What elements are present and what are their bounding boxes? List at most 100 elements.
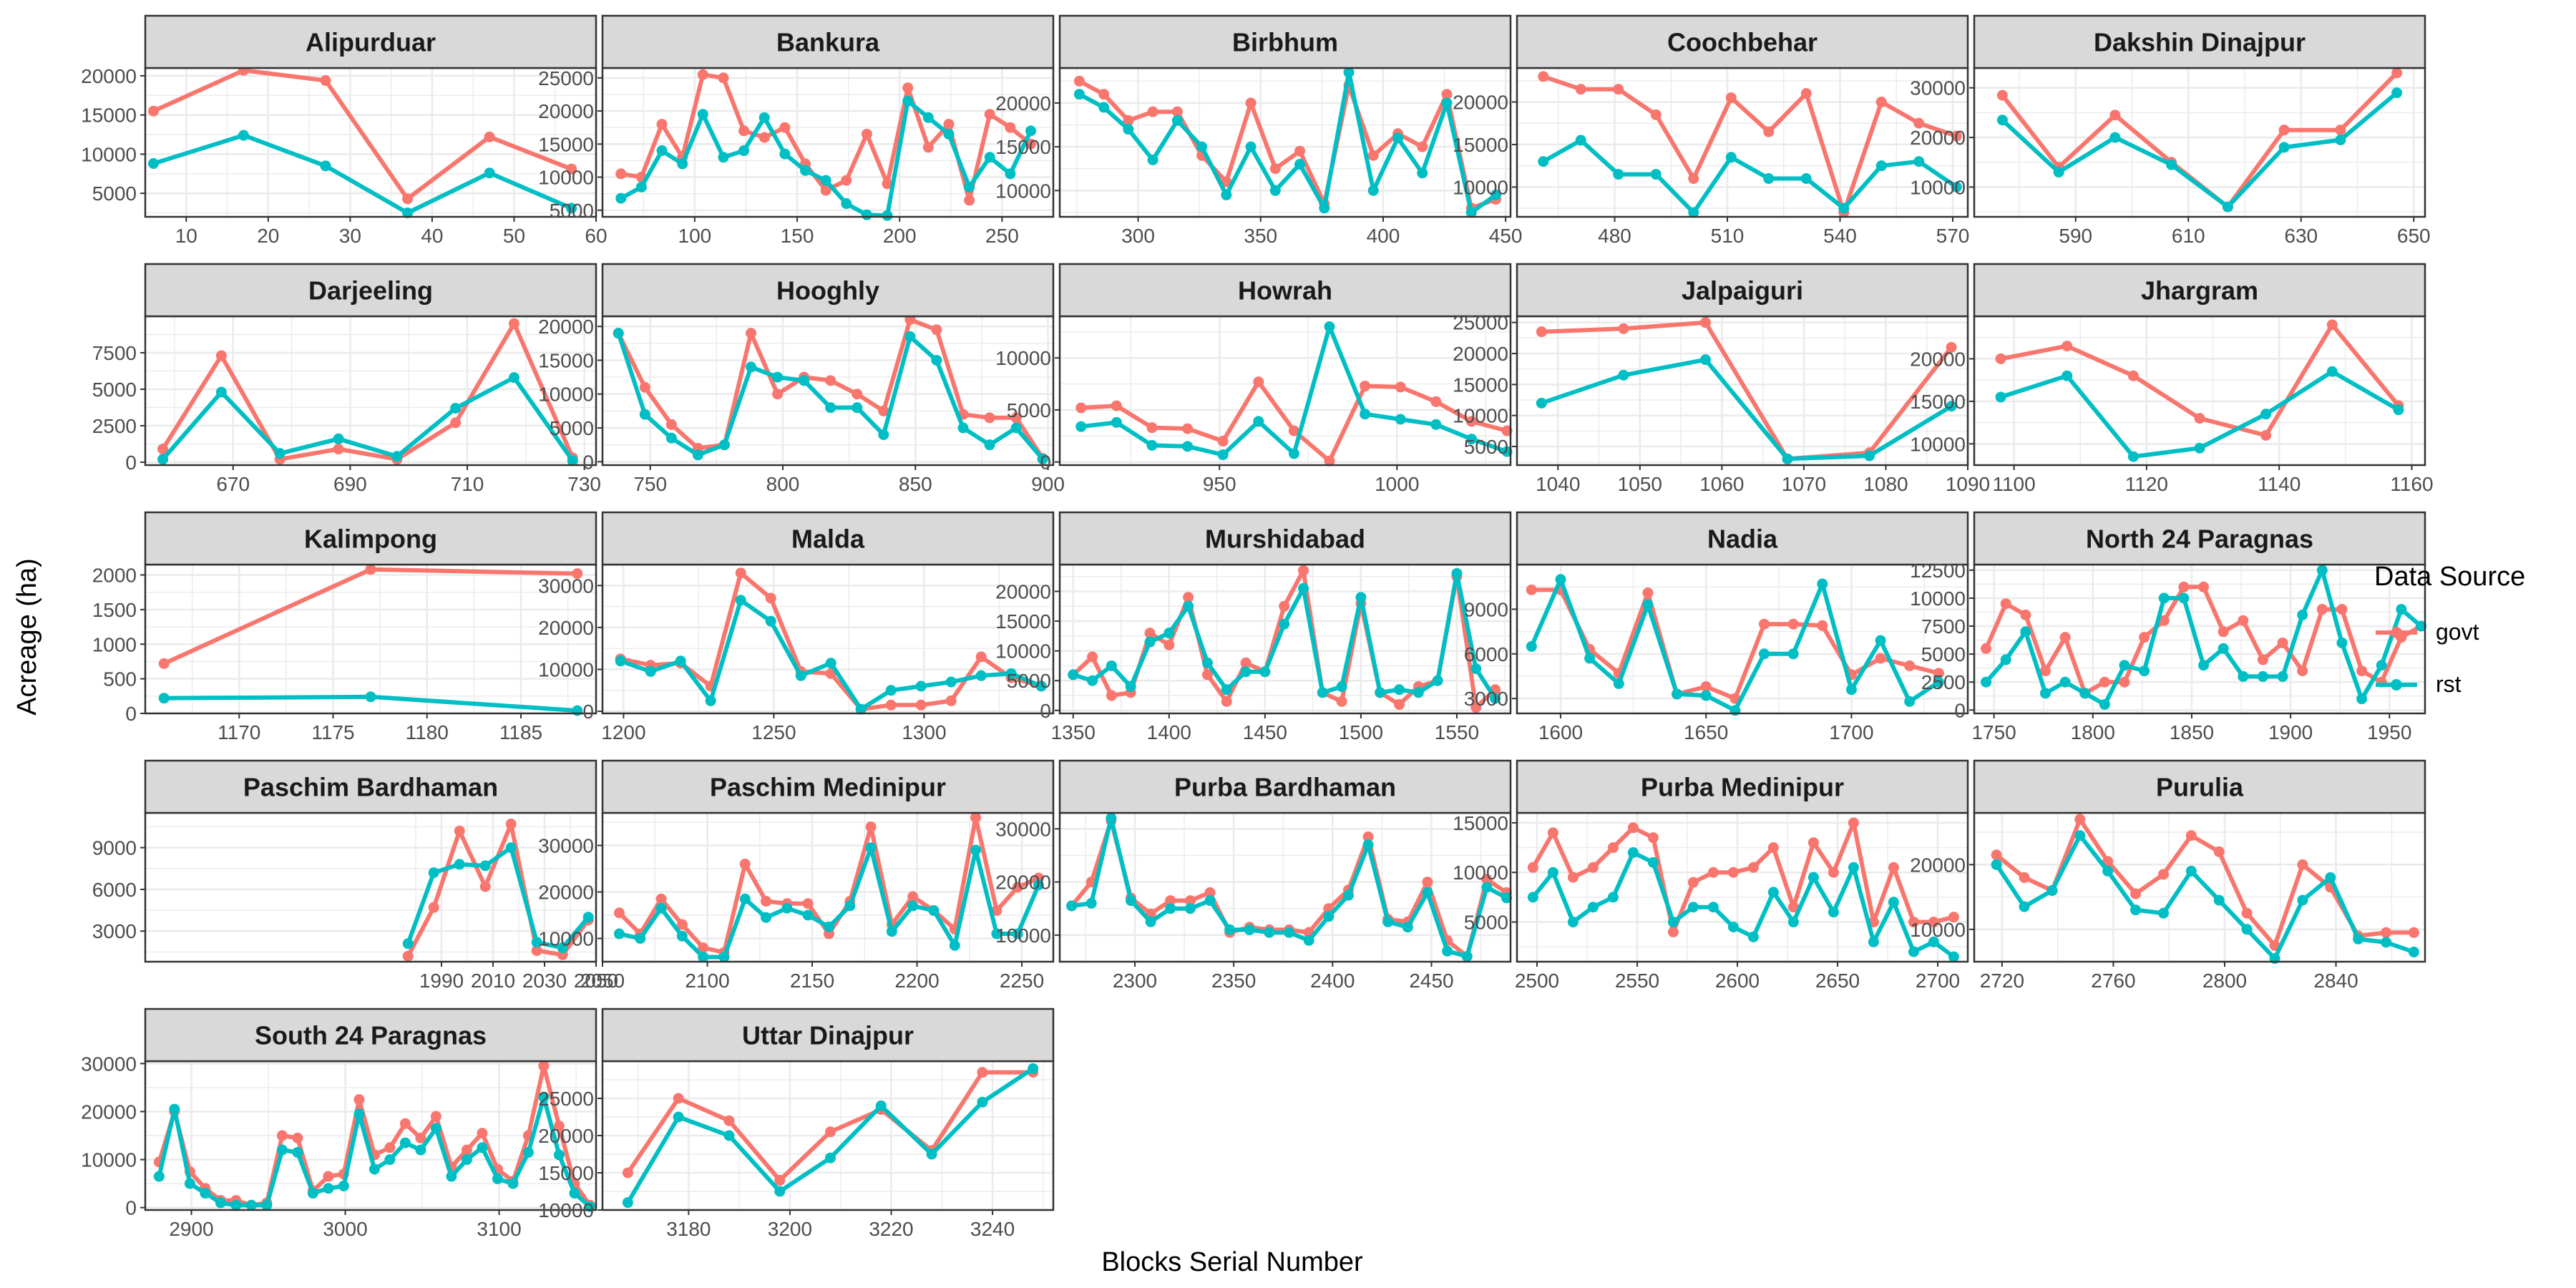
- x-tick-label: 250: [985, 225, 1019, 247]
- data-point-govt: [825, 375, 836, 386]
- data-point-rst: [1224, 924, 1236, 935]
- data-point-govt: [774, 1174, 786, 1186]
- data-point-rst: [2408, 946, 2419, 957]
- data-point-rst: [1613, 678, 1624, 689]
- data-point-rst: [2353, 933, 2364, 945]
- x-tick-label: 480: [1598, 225, 1631, 247]
- data-point-rst: [692, 449, 703, 461]
- y-tick-label: 0: [125, 703, 137, 725]
- data-point-rst: [984, 439, 995, 451]
- data-point-rst: [2325, 872, 2336, 883]
- data-point-govt: [1012, 882, 1023, 893]
- data-point-govt: [1422, 877, 1433, 888]
- data-point-rst: [1394, 684, 1405, 696]
- data-point-govt: [1394, 699, 1405, 711]
- data-point-govt: [1727, 867, 1739, 878]
- data-point-govt: [508, 318, 519, 329]
- data-point-govt: [531, 945, 542, 956]
- y-tick-label: 15000: [81, 104, 137, 127]
- data-point-govt: [461, 1144, 472, 1156]
- data-point-govt: [1481, 874, 1493, 885]
- data-point-rst: [1933, 676, 1944, 688]
- data-point-govt: [479, 881, 491, 892]
- data-point-rst: [1536, 397, 1547, 409]
- legend-key-point: [2391, 627, 2402, 638]
- facet-strip-label: Uttar Dinajpur: [742, 1021, 914, 1050]
- data-point-govt: [1367, 150, 1379, 161]
- data-point-rst: [639, 409, 650, 420]
- data-point-rst: [1908, 946, 1919, 957]
- data-point-rst: [507, 1178, 519, 1189]
- data-point-rst: [886, 926, 897, 937]
- data-point-rst: [2194, 442, 2205, 454]
- data-point-rst: [1991, 859, 2002, 870]
- data-point-rst: [1817, 578, 1828, 590]
- data-point-rst: [878, 429, 889, 440]
- data-point-govt: [1362, 831, 1374, 842]
- x-tick-label: 1350: [1051, 721, 1096, 743]
- facet-strip: [601, 1008, 1055, 1063]
- facet-strip: [601, 759, 1055, 814]
- data-point-govt: [1123, 114, 1134, 126]
- data-point-rst: [1996, 114, 2008, 126]
- x-tick-label: 1450: [1243, 721, 1287, 743]
- data-point-rst: [1106, 812, 1117, 824]
- x-tick-label: 30: [339, 225, 361, 247]
- y-tick-label: 7500: [92, 342, 137, 364]
- data-point-govt: [1324, 455, 1335, 467]
- data-point-rst: [2198, 660, 2210, 671]
- data-point-rst: [1343, 67, 1355, 78]
- data-point-rst: [1567, 917, 1579, 928]
- panel-birbhum: 300 350 400 450 10000 15000 20000 Birbhum: [995, 14, 1523, 247]
- data-point-rst: [2079, 688, 2091, 699]
- data-point-govt: [1618, 323, 1629, 334]
- data-point-rst: [943, 128, 955, 140]
- data-point-rst: [2326, 366, 2338, 377]
- data-point-rst: [1995, 391, 2006, 403]
- plot-area: [1517, 68, 1968, 217]
- data-point-rst: [615, 655, 626, 667]
- data-point-rst: [861, 209, 872, 220]
- data-point-rst: [735, 595, 746, 606]
- data-point-rst: [2336, 637, 2348, 648]
- x-tick-label: 450: [1489, 225, 1523, 247]
- panel-paschim-medinipur: 2050 2100 2150 2200 2250 10000 20000 30000 Pasch…: [538, 759, 1055, 992]
- data-point-govt: [402, 193, 414, 205]
- data-point-govt: [323, 1171, 334, 1182]
- data-point-rst: [2102, 865, 2114, 877]
- data-point-rst: [931, 354, 942, 366]
- data-point-govt: [2178, 581, 2190, 592]
- data-point-rst: [885, 685, 897, 696]
- facet-strip-label: Hooghly: [776, 276, 879, 306]
- data-point-govt: [1087, 651, 1098, 663]
- facet-strip: [601, 511, 1055, 566]
- data-point-govt: [1763, 126, 1775, 137]
- y-tick-label: 15000: [538, 133, 594, 155]
- data-point-rst: [569, 1188, 580, 1199]
- y-tick-label: 3000: [1464, 688, 1508, 710]
- legend: Data Source govt rst: [2374, 562, 2525, 697]
- data-point-govt: [1204, 887, 1216, 898]
- x-tick-label: 1160: [2390, 473, 2433, 495]
- data-point-rst: [1490, 693, 1501, 704]
- data-point-govt: [613, 907, 625, 919]
- data-point-rst: [1123, 124, 1134, 135]
- data-point-govt: [1758, 618, 1770, 630]
- data-point-rst: [477, 1142, 488, 1153]
- data-point-rst: [1627, 847, 1639, 858]
- data-point-govt: [1183, 592, 1194, 603]
- data-point-govt: [738, 125, 750, 137]
- data-point-govt: [2127, 370, 2139, 381]
- facet-strip-label: Paschim Bardhaman: [243, 773, 498, 802]
- facet-strip: [1516, 511, 1969, 566]
- legend-item-rst: rst: [2376, 671, 2462, 697]
- data-point-govt: [2335, 125, 2346, 136]
- data-point-govt: [1470, 702, 1482, 713]
- facet-strip-label: Purulia: [2156, 773, 2244, 802]
- y-tick-label: 20000: [538, 882, 594, 904]
- data-point-rst: [1085, 897, 1097, 909]
- y-tick-label: 5000: [1464, 436, 1508, 458]
- data-point-rst: [882, 210, 893, 221]
- y-tick-label: 30000: [538, 575, 594, 597]
- y-tick-label: 10000: [1910, 919, 1966, 941]
